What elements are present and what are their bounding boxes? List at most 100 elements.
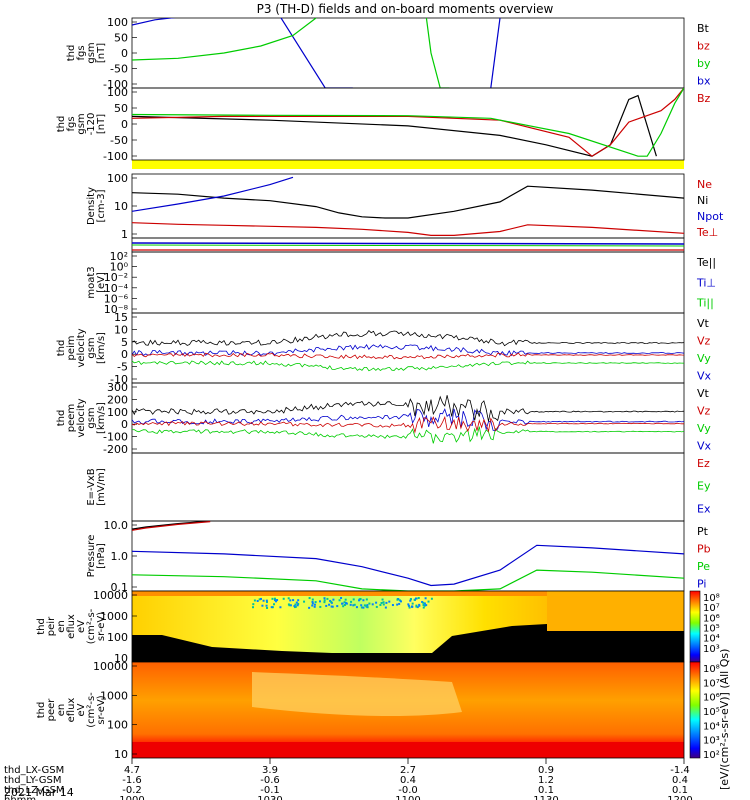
legend-entry: Bt: [697, 22, 710, 35]
y-axis-label: thd peem velocity gsm [km/s]: [56, 398, 107, 437]
y-axis-label-line: [eV]: [96, 272, 107, 293]
y-tick-label: -50: [110, 63, 128, 76]
spectrogram-bright-region: [252, 672, 462, 716]
y-tick-label: 0: [121, 47, 128, 60]
y-tick-label: 10: [114, 200, 128, 213]
legend-entry: Ez: [697, 457, 710, 470]
y-axis-label-line: (cm²-s-: [86, 692, 97, 728]
x-row-value: 4.7: [124, 765, 140, 776]
x-row-value: 1200: [667, 795, 692, 800]
x-row-value: -0.2: [122, 785, 142, 796]
x-row-value: 1130: [533, 795, 558, 800]
y-tick-label: 10⁰: [110, 261, 129, 274]
colorbar-tick-label: 10³: [703, 736, 720, 747]
x-axis-block: thd_LX-GSM 4.7 3.9 2.7 0.9 -1.4 thd_LY-GSM -1.6…: [4, 758, 693, 800]
colorbar-tick-label: 10⁵: [703, 707, 720, 718]
colorbar-tick-label: 10⁵: [703, 624, 720, 635]
y-tick-label: 10: [114, 652, 128, 665]
y-tick-label: 100: [107, 406, 128, 419]
series-line-bx: [132, 18, 353, 88]
x-row-label: thd_LY-GSM: [4, 775, 61, 786]
series-line-Pi: [132, 544, 684, 587]
series-line-by2: [425, 18, 450, 88]
y-tick-label: 100: [107, 172, 128, 185]
date-label: 2021 Mar 14: [4, 786, 74, 799]
legend-entry: Pi: [697, 578, 706, 591]
colorbar-tick-label: 10⁴: [703, 721, 720, 732]
legend-entry: Ne: [697, 178, 712, 191]
y-axis-label: moat3 [eV]: [86, 266, 107, 298]
panel-fgs: 100 50 0 -50 -100 thd fgs gsm [nT] Bt bz by bx: [66, 16, 711, 91]
legend-entry: Ti||: [696, 297, 714, 310]
y-axis-label-line: thd: [56, 410, 67, 427]
colorbar-tick-label: 10⁴: [703, 634, 720, 645]
legend-entry: Vt: [697, 317, 710, 330]
y-tick-label: 50: [114, 102, 128, 115]
legend-entry: Pe: [697, 560, 710, 573]
y-tick-label: 1000: [100, 689, 128, 702]
y-tick-label: 300: [107, 381, 128, 394]
y-tick-label: 10⁻⁸: [104, 303, 129, 316]
y-axis-label-line: eflux: [66, 698, 77, 723]
legend-entry: Pt: [697, 525, 709, 538]
y-tick-label: 15: [114, 311, 128, 324]
y-axis-label-line: [km/s]: [96, 402, 107, 434]
colorbar-tick-label: 10⁷: [703, 678, 720, 689]
panel-frame: [131, 382, 685, 454]
legend-entry: Vt: [697, 387, 710, 400]
y-tick-label: 1000: [100, 610, 128, 623]
y-tick-label: 0: [121, 118, 128, 131]
y-axis-label-line: (cm²-s-: [86, 608, 97, 644]
series-line-Ni: [132, 185, 684, 219]
y-axis-label-line: [nT]: [96, 43, 107, 63]
y-tick-label: -200: [103, 443, 128, 456]
legend-entry: Vz: [697, 335, 711, 348]
y-axis-label-line: thd: [56, 116, 67, 133]
y-tick-label: -5: [117, 361, 128, 374]
y-axis-label-line: [km/s]: [96, 332, 107, 364]
legend-entry: Bz: [697, 92, 711, 105]
spectrogram-top-band: [132, 591, 547, 596]
colorbar-peer: [689, 661, 701, 759]
y-axis-label-line: -120: [86, 113, 97, 136]
y-tick-label: 50: [114, 32, 128, 45]
y-axis-label-line: peer: [46, 698, 57, 722]
colorbar-tick-label: 10⁶: [703, 693, 720, 704]
legend-entry: Ex: [697, 502, 711, 515]
x-row-value: -0.0: [398, 785, 418, 796]
y-axis-label-line: gsm: [86, 337, 97, 358]
panel-frame: [131, 17, 685, 89]
panel-frame: [131, 452, 685, 522]
spectrogram-low-band: [132, 742, 684, 758]
series-line-by: [132, 18, 317, 61]
x-row-value: -1.6: [122, 775, 142, 786]
series-line-Npot: [132, 176, 294, 212]
legend-entry: bx: [697, 75, 711, 88]
panel-efield: E=-VxB [mV/m] Ez Ey Ex: [86, 452, 711, 522]
series-line-vy: [131, 426, 685, 444]
colorbar-tick-label: 10⁷: [703, 603, 720, 614]
y-axis-label-line: gsm: [86, 407, 97, 428]
x-row-value: 0.1: [538, 785, 554, 796]
panel-frame: [131, 87, 685, 161]
x-row-value: 3.9: [262, 765, 278, 776]
series-line-Pe: [132, 569, 684, 591]
series-line-temp-blue: [131, 242, 685, 245]
panel-frame: [131, 251, 685, 314]
series-line-vt: [131, 330, 685, 347]
legend-entry: Vx: [697, 440, 712, 453]
y-tick-label: -100: [103, 78, 128, 91]
y-axis-label-line: thd: [36, 618, 47, 635]
colorbar-tick-label: 10³: [703, 644, 720, 655]
y-axis-label-line: fgs: [76, 45, 87, 60]
y-tick-label: 100: [107, 16, 128, 29]
y-tick-label: 10000: [93, 660, 128, 673]
y-axis-label-line: Density: [86, 187, 97, 225]
y-axis-label-line: peim: [66, 335, 77, 360]
y-tick-label: 5: [121, 336, 128, 349]
y-axis-label: thd peim velocity gsm [km/s]: [56, 328, 107, 367]
series-line-temp-green: [131, 244, 685, 247]
